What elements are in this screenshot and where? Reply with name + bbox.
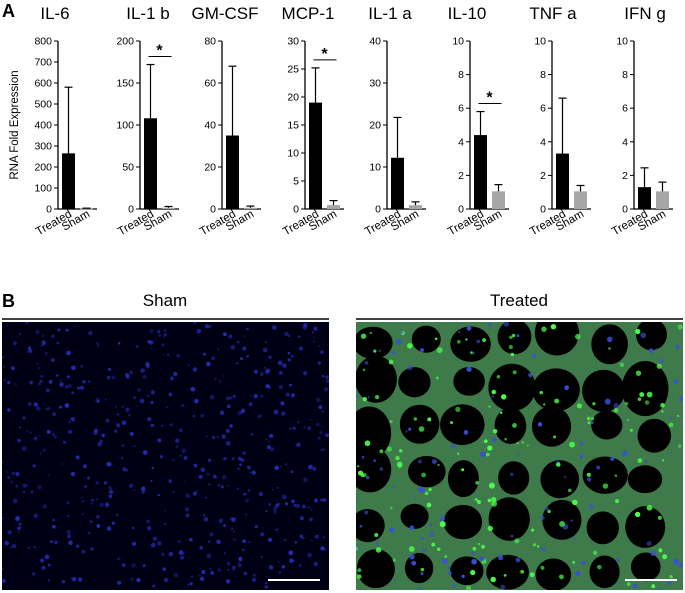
y-tick-label: 0 — [458, 204, 464, 216]
bar-sham — [574, 191, 587, 209]
significance-star: * — [321, 46, 328, 63]
bar-treated — [309, 102, 322, 209]
bar-treated — [638, 187, 651, 209]
chart-1: IL-60100200300400500600700800TreatedSham… — [9, 4, 97, 238]
y-tick-label: 4 — [458, 136, 464, 148]
bar-sham — [656, 191, 669, 209]
y-tick-label: 60 — [204, 78, 216, 90]
significance-star: * — [156, 43, 163, 60]
y-tick-label: 10 — [369, 162, 381, 174]
chart-title: GM-CSF — [191, 4, 258, 23]
y-tick-label: 10 — [287, 148, 299, 160]
chart-title: MCP-1 — [282, 4, 335, 23]
y-tick-label: 300 — [34, 141, 52, 153]
bar-sham — [244, 207, 257, 209]
bar-treated — [391, 157, 404, 209]
y-tick-label: 700 — [34, 57, 52, 69]
y-tick-label: 30 — [369, 78, 381, 90]
bar-sham — [492, 191, 505, 209]
y-tick-label: 10 — [452, 36, 464, 48]
bar-charts: IL-60100200300400500600700800TreatedSham… — [9, 4, 673, 238]
y-tick-label: 4 — [540, 136, 546, 148]
y-tick-label: 0 — [622, 204, 628, 216]
y-tick-label: 15 — [287, 120, 299, 132]
y-tick-label: 80 — [204, 36, 216, 48]
y-tick-label: 0 — [375, 204, 381, 216]
significance-star: * — [486, 90, 493, 107]
y-tick-label: 500 — [34, 99, 52, 111]
y-tick-label: 0 — [293, 204, 299, 216]
bar-sham — [327, 205, 340, 209]
y-tick-label: 10 — [616, 36, 628, 48]
y-tick-label: 2 — [458, 170, 464, 182]
y-tick-label: 0 — [46, 204, 52, 216]
treated-image-title: Treated — [490, 291, 548, 310]
bar-treated — [144, 118, 157, 209]
y-tick-label: 4 — [622, 136, 628, 148]
y-tick-label: 8 — [540, 69, 546, 81]
chart-title: IL-1 b — [126, 4, 169, 23]
y-tick-label: 200 — [34, 162, 52, 174]
y-tick-label: 8 — [622, 69, 628, 81]
y-tick-label: 20 — [369, 120, 381, 132]
y-tick-label: 400 — [34, 120, 52, 132]
y-tick-label: 100 — [34, 183, 52, 195]
y-tick-label: 2 — [622, 170, 628, 182]
y-tick-label: 100 — [116, 120, 134, 132]
y-tick-label: 40 — [369, 36, 381, 48]
y-tick-label: 6 — [622, 103, 628, 115]
y-tick-label: 800 — [34, 36, 52, 48]
sham-image-panel: Sham — [2, 291, 329, 590]
bar-treated — [62, 153, 75, 209]
bar-sham — [409, 205, 422, 209]
panel-b-letter: B — [2, 291, 15, 311]
bar-sham — [80, 208, 93, 210]
chart-title: IL-6 — [40, 4, 69, 23]
y-tick-label: 20 — [204, 162, 216, 174]
y-tick-label: 0 — [128, 204, 134, 216]
bar-treated — [226, 135, 239, 209]
y-tick-label: 200 — [116, 36, 134, 48]
bar-treated — [556, 153, 569, 209]
y-tick-label: 0 — [540, 204, 546, 216]
y-tick-label: 0 — [210, 204, 216, 216]
y-tick-label: 2 — [540, 170, 546, 182]
y-tick-label: 30 — [287, 36, 299, 48]
y-tick-label: 8 — [458, 69, 464, 81]
chart-title: IL-1 a — [368, 4, 412, 23]
y-tick-label: 25 — [287, 64, 299, 76]
chart-title: IL-10 — [448, 4, 487, 23]
y-tick-label: 600 — [34, 78, 52, 90]
bar-sham — [162, 207, 175, 209]
y-tick-label: 40 — [204, 120, 216, 132]
y-tick-label: 20 — [287, 92, 299, 104]
y-axis-label: RNA Fold Expression — [9, 70, 21, 179]
y-tick-label: 6 — [458, 103, 464, 115]
chart-title: IFN g — [624, 4, 666, 23]
bar-treated — [474, 135, 487, 209]
treated-image-panel: Treated — [356, 291, 683, 590]
y-tick-label: 10 — [534, 36, 546, 48]
sham-micrograph — [2, 322, 329, 590]
y-tick-label: 6 — [540, 103, 546, 115]
y-tick-label: 150 — [116, 78, 134, 90]
chart-title: TNF a — [529, 4, 577, 23]
sham-image-title: Sham — [143, 291, 187, 310]
panel-a-letter: A — [2, 1, 15, 21]
y-tick-label: 5 — [293, 176, 299, 188]
y-tick-label: 50 — [122, 162, 134, 174]
treated-micrograph — [356, 322, 683, 590]
